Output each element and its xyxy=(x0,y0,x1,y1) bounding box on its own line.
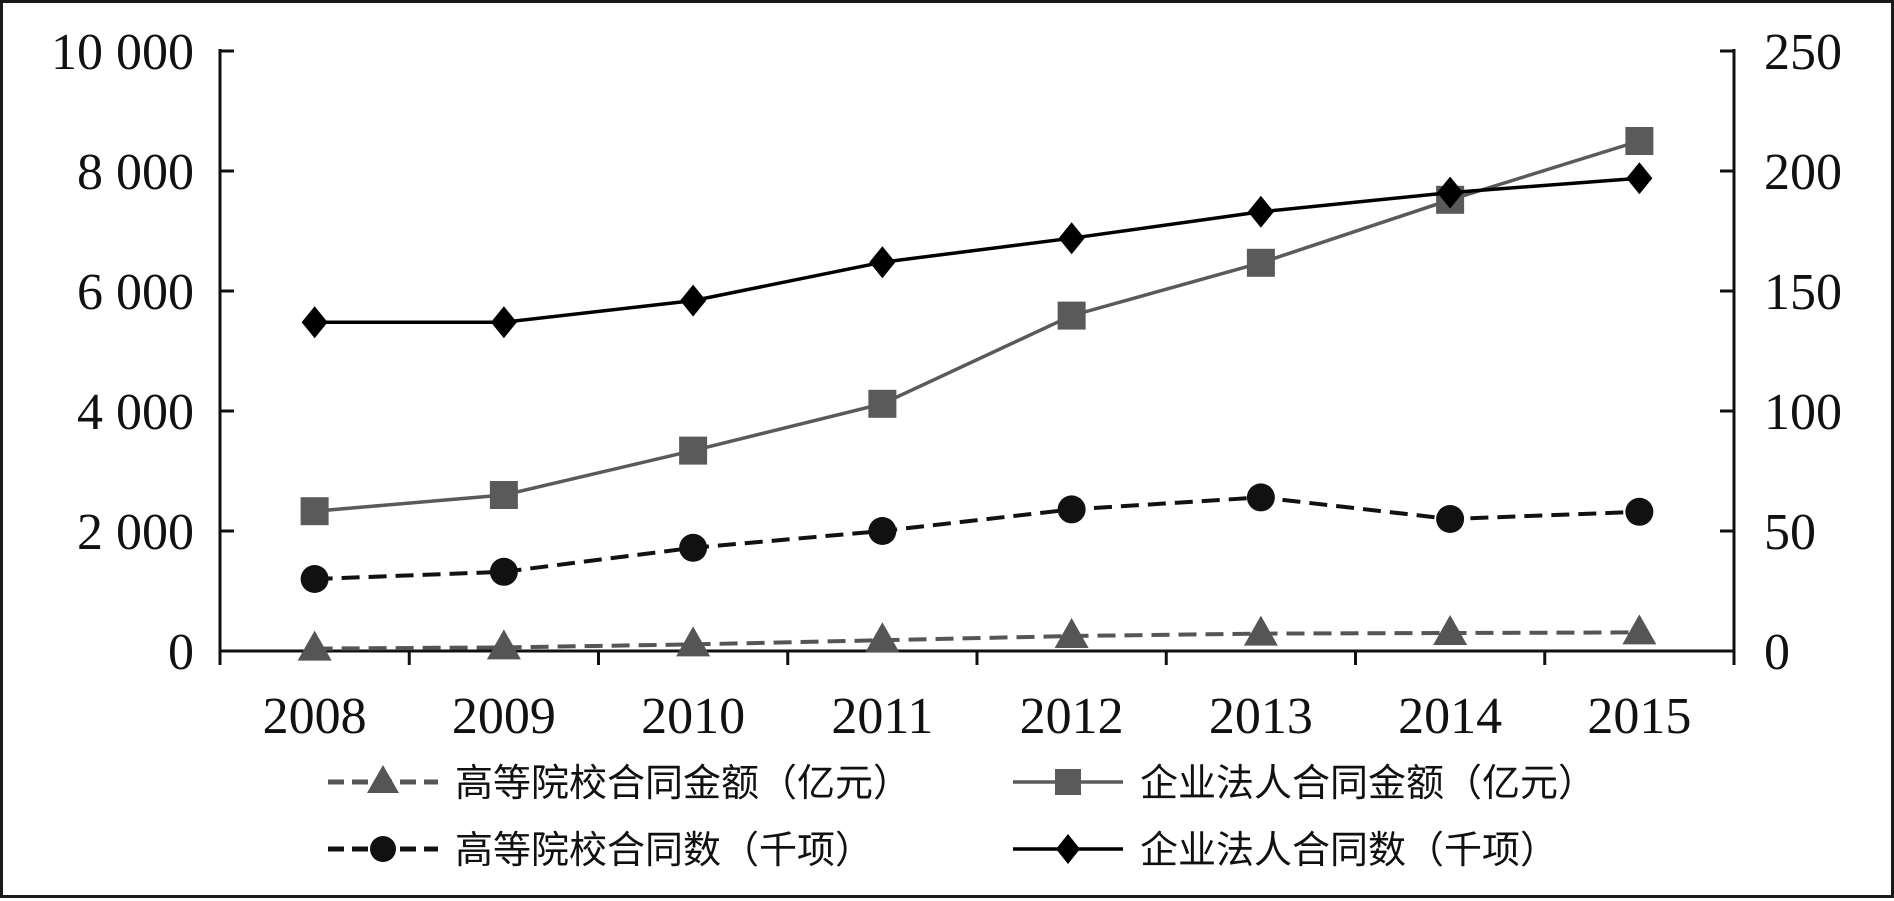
legend-university-contract-amount-label: 高等院校合同金额（亿元） xyxy=(455,761,911,805)
enterprise-contract-count-point xyxy=(869,246,896,279)
chart-svg: 0 2 000 4 000 6 000 8 000 10 000 0 50 100 150 200 2… xyxy=(51,24,1842,872)
right-y-tick-label: 200 xyxy=(1764,144,1842,201)
enterprise-contract-amount-point xyxy=(300,497,329,526)
enterprise-contract-count-line xyxy=(314,176,1640,324)
legend-university-contract-amount-marker xyxy=(367,765,399,793)
left-y-tick-label: 6 000 xyxy=(77,264,194,321)
right-y-tick-label: 250 xyxy=(1764,24,1842,81)
university-contract-amount-point xyxy=(676,626,711,657)
enterprise-contract-count-point xyxy=(301,306,328,339)
university-contract-amount-line xyxy=(314,630,1640,651)
x-tick-label: 2011 xyxy=(831,688,933,745)
left-y-tick-label: 4 000 xyxy=(77,384,194,441)
left-y-tick-label: 2 000 xyxy=(77,504,194,561)
x-tick-label: 2008 xyxy=(263,688,367,745)
enterprise-contract-amount-point xyxy=(1057,301,1086,330)
enterprise-contract-count-point xyxy=(1626,162,1653,195)
legend-enterprise-contract-count-label: 企业法人合同数（千项） xyxy=(1140,828,1558,872)
legend-university-contract-count-label: 高等院校合同数（千项） xyxy=(455,828,873,872)
x-tick-label: 2010 xyxy=(641,688,745,745)
legend-enterprise-contract-count-marker xyxy=(1056,834,1080,864)
right-y-tick-label: 150 xyxy=(1764,264,1842,321)
enterprise-contract-count-point xyxy=(490,306,517,339)
university-contract-count-point xyxy=(300,565,329,593)
right-y-tick-label: 0 xyxy=(1764,624,1790,681)
x-tick-label: 2014 xyxy=(1398,688,1502,745)
x-tick-label: 2009 xyxy=(452,688,556,745)
university-contract-count-point xyxy=(868,517,897,545)
enterprise-contract-count-point xyxy=(1247,195,1274,228)
left-y-tick-label: 10 000 xyxy=(51,24,194,81)
university-contract-amount-point xyxy=(1054,618,1089,648)
enterprise-contract-amount-point xyxy=(679,436,708,465)
university-contract-count-point xyxy=(679,533,708,562)
university-contract-amount-point xyxy=(1433,615,1468,645)
enterprise-contract-amount-point xyxy=(1625,127,1654,155)
legend-enterprise-contract-amount-marker xyxy=(1055,769,1081,795)
x-tick-label: 2015 xyxy=(1587,688,1691,745)
enterprise-contract-amount-point xyxy=(489,481,518,509)
university-contract-amount-point xyxy=(1622,614,1657,645)
enterprise-contract-amount-point xyxy=(868,389,897,418)
university-contract-amount-point xyxy=(1243,615,1278,646)
right-y-tick-label: 100 xyxy=(1764,384,1842,441)
legend-enterprise-contract-amount-label: 企业法人合同金额（亿元） xyxy=(1140,761,1596,805)
left-y-tick-label: 8 000 xyxy=(77,144,194,201)
left-y-tick-label: 0 xyxy=(168,624,194,681)
enterprise-contract-count-point xyxy=(680,284,707,317)
university-contract-amount-point xyxy=(865,622,900,653)
university-contract-count-point xyxy=(1246,483,1275,512)
enterprise-contract-count-point xyxy=(1437,176,1464,209)
university-contract-count-point xyxy=(1625,497,1654,526)
university-contract-count-line xyxy=(314,495,1640,581)
university-contract-amount-point xyxy=(486,629,521,660)
right-y-tick-label: 50 xyxy=(1764,504,1816,561)
university-contract-amount-point xyxy=(297,630,332,661)
legend-university-contract-count-marker xyxy=(370,836,396,862)
university-contract-count-point xyxy=(489,557,518,586)
enterprise-contract-amount-point xyxy=(1246,248,1275,277)
x-tick-label: 2012 xyxy=(1020,688,1124,745)
enterprise-contract-count-point xyxy=(1058,222,1085,255)
x-tick-label: 2013 xyxy=(1209,688,1313,745)
university-contract-count-point xyxy=(1057,495,1086,524)
university-contract-count-point xyxy=(1436,505,1465,533)
enterprise-contract-amount-line xyxy=(314,139,1640,513)
